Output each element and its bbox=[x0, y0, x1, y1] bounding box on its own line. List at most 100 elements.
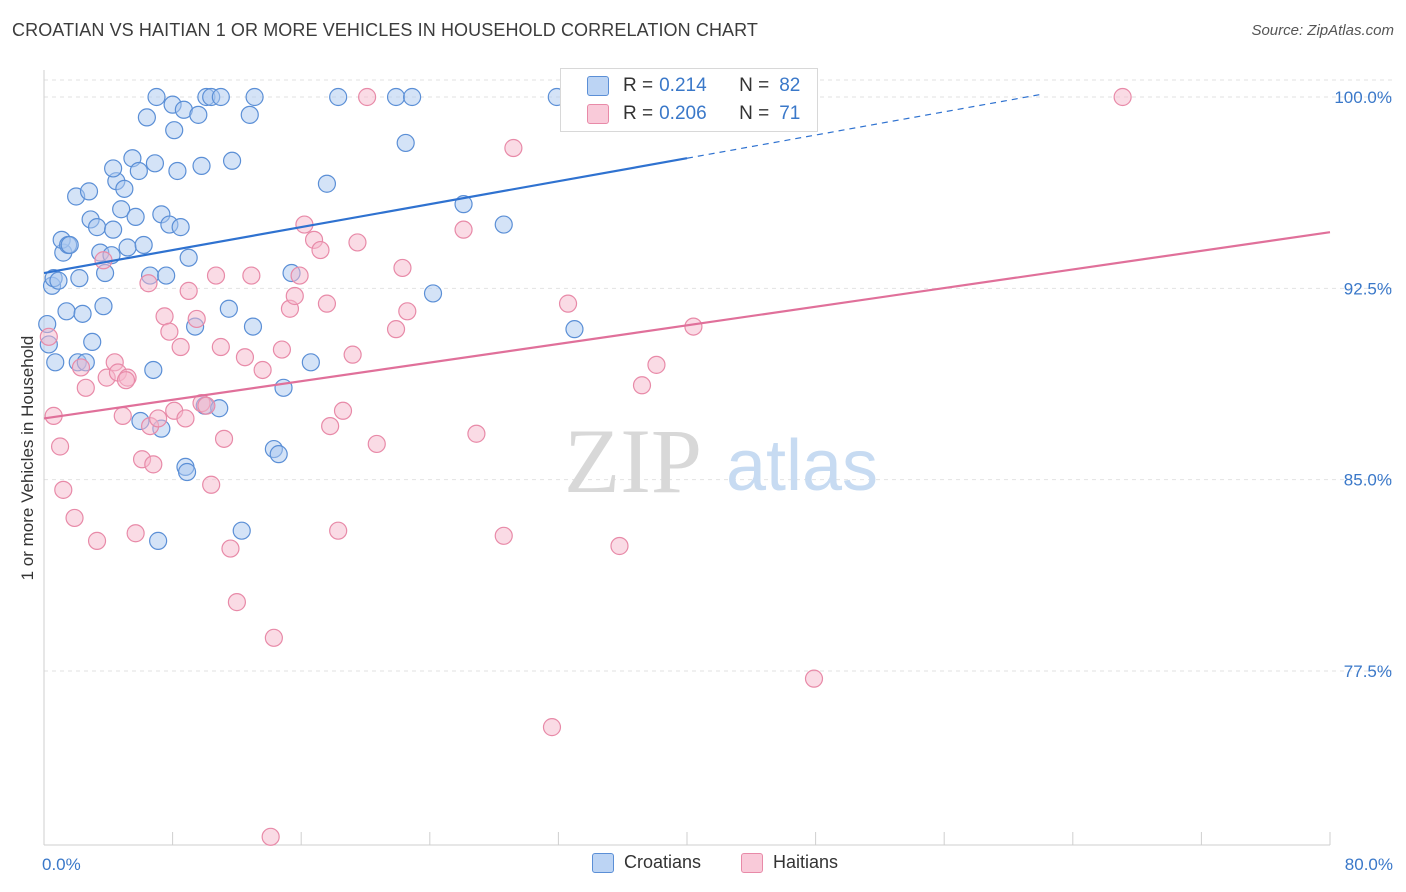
haitian-point bbox=[221, 539, 240, 558]
series-legend-croatians[interactable]: Croatians bbox=[592, 852, 701, 873]
haitian-point bbox=[155, 307, 174, 326]
croatian-point bbox=[245, 87, 264, 107]
legend-swatch-haitians bbox=[587, 104, 609, 124]
trend-layer bbox=[43, 93, 1331, 420]
croatian-point bbox=[118, 238, 137, 257]
source-label: Source: ZipAtlas.com bbox=[1251, 22, 1394, 39]
point-layer bbox=[38, 87, 1132, 846]
croatian-point bbox=[396, 133, 415, 153]
haitian-point bbox=[285, 286, 304, 306]
haitian-point bbox=[187, 309, 206, 329]
croatian-point bbox=[179, 248, 198, 267]
legend-n-label: N = bbox=[739, 75, 770, 96]
haitians-swatch bbox=[741, 852, 763, 873]
stats-legend: R = 0.214 N = 82 R = 0.206 N = 71 bbox=[560, 68, 818, 132]
haitian-point bbox=[1113, 87, 1132, 107]
croatian-point bbox=[211, 87, 230, 107]
legend-row-croatians: R = 0.214 N = 82 bbox=[587, 73, 800, 99]
croatian-point bbox=[232, 521, 251, 540]
x-tick-label: 0.0% bbox=[42, 855, 81, 874]
croatian-point bbox=[386, 87, 406, 107]
haitians-label: Haitians bbox=[773, 852, 839, 872]
haitian-point bbox=[261, 827, 280, 846]
haitian-point bbox=[358, 87, 377, 107]
croatian-point bbox=[165, 121, 184, 140]
croatian-point bbox=[126, 207, 145, 227]
croatian-point bbox=[243, 317, 263, 336]
haitian-point bbox=[684, 317, 703, 336]
haitian-point bbox=[39, 327, 58, 346]
croatian-point bbox=[87, 218, 107, 237]
croatian-point bbox=[57, 302, 76, 321]
croatian-point bbox=[189, 105, 208, 124]
haitian-point bbox=[211, 337, 230, 357]
haitian-point bbox=[139, 274, 158, 293]
haitian-point bbox=[235, 348, 255, 367]
croatian-point bbox=[494, 215, 513, 234]
watermark-atlas: atlas bbox=[726, 426, 878, 506]
haitian-point bbox=[197, 396, 216, 415]
croatian-point bbox=[49, 271, 68, 290]
haitian-point bbox=[329, 521, 348, 540]
haitian-point bbox=[804, 669, 824, 688]
croatian-point bbox=[149, 531, 168, 550]
series-legend: Croatians Haitians bbox=[0, 852, 1406, 878]
croatian-point bbox=[73, 304, 92, 323]
y-tick-label: 92.5% bbox=[1344, 279, 1392, 298]
haitian-point bbox=[321, 416, 340, 436]
haitian-point bbox=[272, 340, 292, 359]
croatians-swatch bbox=[592, 852, 614, 873]
haitian-point bbox=[632, 376, 652, 395]
croatian-point bbox=[129, 161, 148, 181]
croatian-point bbox=[115, 179, 134, 198]
haitian-point bbox=[467, 424, 486, 443]
legend-r-label: R = bbox=[623, 75, 654, 96]
haitian-trendline bbox=[43, 231, 1331, 420]
haitian-point bbox=[179, 281, 198, 300]
haitian-point bbox=[76, 378, 95, 397]
y-axis-label: 1 or more Vehicles in Household bbox=[18, 335, 37, 581]
series-legend-haitians[interactable]: Haitians bbox=[741, 852, 838, 873]
croatian-point bbox=[317, 174, 337, 193]
haitian-point bbox=[367, 434, 386, 454]
haitian-point bbox=[264, 628, 283, 647]
watermark: ZIP atlas bbox=[564, 410, 878, 512]
haitian-point bbox=[176, 409, 195, 428]
y-tick-label: 100.0% bbox=[1334, 88, 1392, 107]
croatian-point bbox=[168, 161, 187, 181]
legend-n-value: 82 bbox=[779, 75, 801, 96]
haitian-point bbox=[558, 294, 578, 313]
legend-n-value: 71 bbox=[779, 103, 801, 124]
y-tick-label: 85.0% bbox=[1344, 471, 1392, 490]
legend-row-haitians: R = 0.206 N = 71 bbox=[587, 101, 800, 127]
haitian-point bbox=[149, 409, 168, 428]
croatian-point bbox=[240, 105, 259, 124]
haitian-point bbox=[160, 322, 179, 341]
croatian-point bbox=[219, 299, 238, 318]
watermark-zip: ZIP bbox=[564, 410, 702, 512]
axis-layer bbox=[43, 70, 1331, 846]
croatian-point bbox=[423, 284, 443, 303]
legend-r-value: 0.206 bbox=[659, 103, 707, 124]
croatian-point bbox=[137, 108, 156, 127]
haitian-point bbox=[311, 240, 330, 260]
haitian-point bbox=[144, 455, 163, 474]
haitian-point bbox=[54, 480, 73, 499]
croatian-point bbox=[157, 266, 176, 285]
legend-n-label: N = bbox=[739, 103, 770, 124]
haitian-point bbox=[386, 320, 406, 339]
haitian-point bbox=[242, 266, 261, 285]
croatian-point bbox=[329, 87, 348, 107]
croatian-point bbox=[134, 235, 153, 255]
haitian-point bbox=[647, 355, 666, 374]
haitian-point bbox=[333, 401, 353, 420]
legend-swatch-croatians bbox=[587, 76, 609, 96]
croatian-point bbox=[70, 269, 89, 288]
haitian-point bbox=[610, 536, 629, 556]
haitian-point bbox=[113, 406, 132, 425]
croatian-point bbox=[104, 220, 123, 239]
haitian-point bbox=[214, 429, 234, 448]
haitian-point bbox=[393, 258, 412, 278]
haitian-point bbox=[126, 524, 145, 543]
haitian-point bbox=[253, 360, 272, 380]
